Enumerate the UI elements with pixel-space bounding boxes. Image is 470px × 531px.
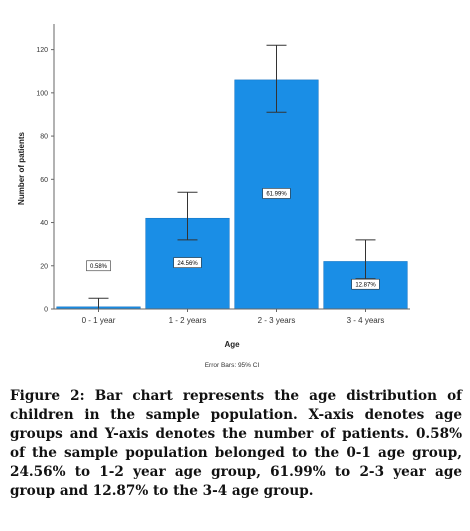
y-tick-label: 20 [40, 263, 48, 270]
data-label: 12.87% [355, 282, 376, 288]
y-tick-label: 100 [36, 90, 48, 97]
x-tick-label: 1 - 2 years [169, 316, 207, 325]
data-label: 61.99% [266, 192, 287, 198]
y-tick-label: 120 [36, 47, 48, 54]
y-tick-label: 40 [40, 220, 48, 227]
x-tick-label: 2 - 3 years [258, 316, 296, 325]
x-tick-label: 3 - 4 years [347, 316, 385, 325]
y-tick-label: 0 [44, 307, 48, 314]
data-label-box [262, 188, 291, 199]
x-axis-title: Age [224, 340, 240, 349]
data-label: 0.58% [90, 264, 108, 270]
bar-chart: 0 20 40 60 80 100 120 0.58% 24.56% 61.99% 12.87% … [17, 24, 410, 369]
y-tick-label: 80 [40, 134, 48, 141]
y-axis-title: Number of patients [17, 132, 26, 205]
data-label-box [173, 257, 202, 268]
figure-caption: Figure 2: Bar chart represents the age d… [10, 388, 462, 499]
error-bars-footnote: Error Bars: 95% CI [205, 362, 260, 369]
data-label: 24.56% [177, 261, 198, 267]
y-tick-label: 60 [40, 177, 48, 184]
data-label-box [86, 260, 111, 272]
x-tick-label: 0 - 1 year [82, 316, 116, 325]
data-label-box [351, 278, 380, 290]
